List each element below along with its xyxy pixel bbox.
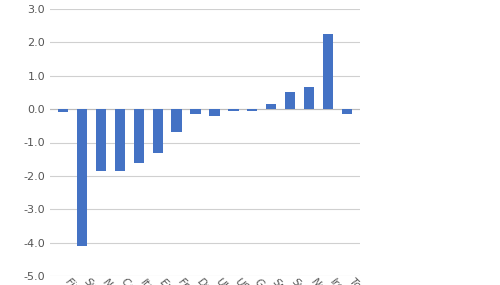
Bar (114, 109, 125, 171)
Bar (322, 34, 333, 109)
Bar (342, 109, 352, 114)
Bar (190, 109, 200, 114)
Bar (134, 109, 144, 162)
Bar (304, 87, 314, 109)
Bar (58, 109, 68, 112)
Bar (285, 92, 296, 109)
Bar (210, 109, 220, 116)
Bar (96, 109, 106, 171)
Bar (266, 104, 276, 109)
Bar (152, 109, 163, 152)
Bar (228, 109, 238, 111)
Bar (172, 109, 182, 133)
Bar (77, 109, 88, 246)
Bar (247, 109, 258, 111)
